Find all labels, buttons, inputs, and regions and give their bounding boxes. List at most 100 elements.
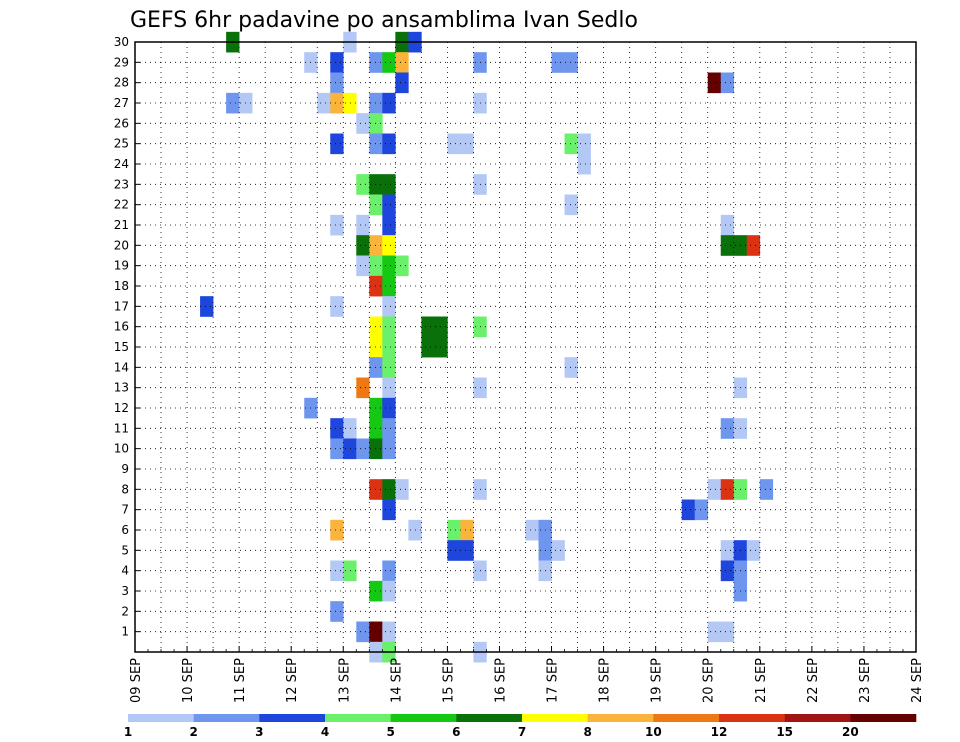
x-tick-label: 12 SEP [285,658,300,703]
colorbar-swatch [719,714,785,722]
colorbar-label: 2 [189,725,197,739]
y-tick-label: 29 [114,55,129,69]
precip-cell [720,72,735,94]
x-tick-label: 15 SEP [441,658,456,703]
precip-cell [694,499,709,521]
y-tick-label: 25 [114,137,129,151]
precip-cell [356,174,370,195]
colorbar-label: 8 [583,725,591,739]
y-tick-label: 12 [114,401,129,415]
precip-cell [395,52,409,73]
colorbar-legend: 1 2 3 4 5 6 7 8 10 12 15 20 [124,714,917,739]
precip-cell [343,92,357,114]
y-tick-label: 24 [114,157,129,171]
y-tick-label: 18 [114,279,129,293]
precip-cell [382,275,396,297]
y-tick-label: 1 [121,625,129,639]
colorbar-label: 6 [452,725,460,739]
x-tick-label: 13 SEP [337,658,352,703]
precip-cell [720,214,735,236]
x-tick-label: 21 SEP [754,658,769,703]
precip-cell [382,174,396,195]
precip-cell [330,560,344,582]
precip-cell [746,540,761,561]
precip-cell [707,479,722,500]
colorbar-swatch [784,714,851,722]
precip-cell [382,479,396,500]
precip-cell [382,52,396,73]
precip-cell [720,540,735,561]
precip-cell [395,255,409,277]
x-tick-label: 23 SEP [858,658,873,703]
precip-cell [447,540,461,561]
colorbar-label: 15 [776,725,793,739]
precip-cell [707,72,722,94]
precip-cell [382,438,396,460]
colorbar-swatch [193,714,260,722]
precip-cell [564,52,578,73]
precip-cell [343,418,357,439]
precip-cell [330,519,344,541]
precip-cell [382,336,396,358]
y-tick-label: 6 [121,523,129,537]
grid-lines [135,42,916,652]
precip-cell [382,296,396,317]
y-tick-label: 7 [121,503,129,517]
y-tick-label: 14 [114,360,129,374]
y-tick-label: 10 [114,442,129,456]
colorbar-label: 10 [645,725,662,739]
x-tick-label: 14 SEP [389,658,404,703]
y-tick-label: 26 [114,116,129,130]
precip-cell [759,479,774,500]
precip-cell [434,316,448,338]
precip-cell [356,214,370,236]
y-tick-label: 21 [114,218,129,232]
colorbar-label: 12 [711,725,728,739]
precip-cell [356,113,370,134]
precip-cell [330,52,344,73]
colorbar-swatch [850,714,917,722]
x-tick-label: 22 SEP [806,658,821,703]
colorbar-label: 1 [124,725,132,739]
precip-cell [356,255,370,277]
precip-cell [720,560,735,582]
y-tick-label: 5 [121,543,129,557]
precip-cell [577,153,591,175]
y-tick-label: 19 [114,259,129,273]
colorbar-swatch [587,714,654,722]
precip-cell [343,438,357,460]
chart-title: GEFS 6hr padavine po ansamblima Ivan Sed… [130,8,638,33]
precip-cell [460,540,474,561]
precip-cell [395,479,409,500]
precip-cell [382,499,396,521]
precip-cell [382,357,396,378]
x-tick-label: 18 SEP [598,658,613,703]
y-tick-label: 15 [114,340,129,354]
y-tick-label: 20 [114,238,129,252]
x-tick-label: 20 SEP [702,658,717,703]
precip-cell [356,235,370,256]
precip-cell [746,235,761,256]
precip-cell [720,479,735,500]
x-axis: 09 SEP 10 SEP 11 SEP 12 SEP 13 SEP 14 SEP 15 S… [129,646,925,703]
precip-cell [330,601,344,622]
precip-cell [382,235,396,256]
precip-cell [720,418,735,439]
y-tick-label: 11 [114,421,129,435]
y-tick-label: 16 [114,320,129,334]
y-tick-label: 22 [114,198,129,212]
colorbar-swatch [653,714,720,722]
precip-cell [460,133,474,155]
y-tick-label: 8 [121,482,129,496]
heatmap-cells [200,31,774,663]
precip-cell [382,560,396,582]
precip-cell [577,133,591,155]
precip-cell [382,580,396,602]
precip-cell [356,438,370,460]
y-tick-label: 30 [114,35,129,49]
y-tick-label: 13 [114,381,129,395]
precip-cell [382,194,396,216]
y-tick-label: 23 [114,177,129,191]
precip-cell [330,92,344,114]
precip-cell [434,336,448,358]
